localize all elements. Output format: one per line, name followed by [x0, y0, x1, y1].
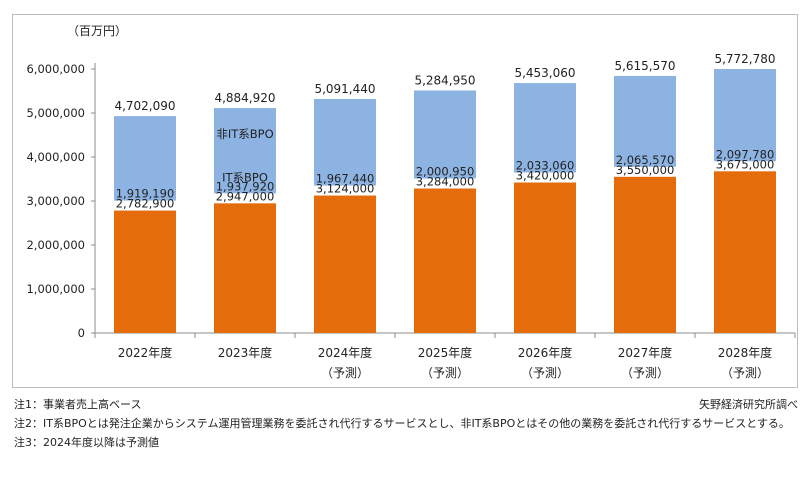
data-label-total: 4,702,090 [114, 99, 175, 113]
series-label-non-it-bpo: 非IT系BPO [216, 127, 273, 141]
y-unit-label: （百万円） [67, 24, 127, 38]
x-tick-label: 2024年度 [318, 345, 373, 360]
x-tick-sublabel: （予測） [421, 366, 469, 380]
y-tick-label: 0 [78, 326, 85, 340]
data-label-non-it: 2,033,060 [516, 159, 575, 173]
data-label-non-it: 1,919,190 [116, 187, 175, 201]
source-credit: 矢野経済研究所調べ [699, 398, 798, 411]
data-label-it: 2,782,900 [116, 197, 175, 211]
data-label-non-it: 2,065,570 [616, 153, 675, 167]
data-label-non-it: 2,097,780 [716, 147, 775, 161]
data-label-total: 5,453,060 [514, 66, 575, 80]
bar-it-bpo [214, 203, 276, 333]
data-label-it: 3,124,000 [316, 182, 375, 196]
x-tick-sublabel: （予測） [321, 366, 369, 380]
data-label-total: 4,884,920 [214, 91, 275, 105]
bar-it-bpo [514, 182, 576, 333]
data-label-it: 3,550,000 [616, 163, 675, 177]
chart-frame: （百万円） 0 1,000,000 2,000,000 3,000,000 4,000,0… [12, 14, 798, 388]
data-label-it: 3,420,000 [516, 169, 575, 183]
note-3: 注3：2024年度以降は予測値 [14, 436, 159, 449]
x-tick-label: 2026年度 [518, 345, 573, 360]
bar-it-bpo [414, 188, 476, 333]
x-tick-label: 2028年度 [718, 345, 773, 360]
x-tick-sublabel: （予測） [521, 366, 569, 380]
bar-non-it-bpo [114, 116, 176, 201]
bar-it-bpo [314, 195, 376, 333]
bar-it-bpo [614, 176, 676, 333]
data-label-total: 5,284,950 [414, 73, 475, 87]
stacked-bar-chart: （百万円） 0 1,000,000 2,000,000 3,000,000 4,000,0… [26, 24, 796, 380]
bar-non-it-bpo [614, 75, 676, 167]
note-1: 注1：事業者売上高ベース [14, 398, 142, 411]
data-label-it: 2,947,000 [216, 189, 275, 203]
x-tick-label: 2025年度 [418, 345, 473, 360]
bar-it-bpo [114, 210, 176, 333]
y-tick-label: 4,000,000 [26, 150, 85, 164]
x-tick-label: 2022年度 [118, 345, 173, 360]
x-tick-sublabel: （予測） [721, 366, 769, 380]
x-tick-sublabel: （予測） [621, 366, 669, 380]
x-tick-label: 2027年度 [618, 345, 673, 360]
data-label-non-it: 2,000,950 [416, 165, 475, 179]
data-label-it: 3,284,000 [416, 175, 475, 189]
data-label-non-it: 1,967,440 [316, 172, 375, 186]
note-2: 注2：IT系BPOとは発注企業からシステム運用管理業務を委託され代行するサービス… [14, 417, 790, 430]
y-tick-label: 1,000,000 [26, 282, 85, 296]
bar-non-it-bpo [714, 68, 776, 162]
bar-non-it-bpo [314, 98, 376, 186]
bar-non-it-bpo [414, 90, 476, 179]
y-tick-label: 6,000,000 [26, 62, 85, 76]
bar-non-it-bpo [514, 83, 576, 173]
data-label-total: 5,091,440 [314, 82, 375, 96]
bar-it-bpo [714, 171, 776, 333]
data-label-total: 5,772,780 [714, 52, 775, 66]
y-tick-label: 5,000,000 [26, 106, 85, 120]
series-label-it-bpo: IT系BPO [222, 170, 268, 184]
y-tick-label: 2,000,000 [26, 238, 85, 252]
bar-non-it-bpo [214, 108, 276, 194]
y-tick-label: 3,000,000 [26, 194, 85, 208]
x-tick-label: 2023年度 [218, 345, 273, 360]
data-label-non-it: 1,937,920 [216, 179, 275, 193]
data-label-it: 3,675,000 [716, 157, 775, 171]
data-label-total: 5,615,570 [614, 59, 675, 73]
